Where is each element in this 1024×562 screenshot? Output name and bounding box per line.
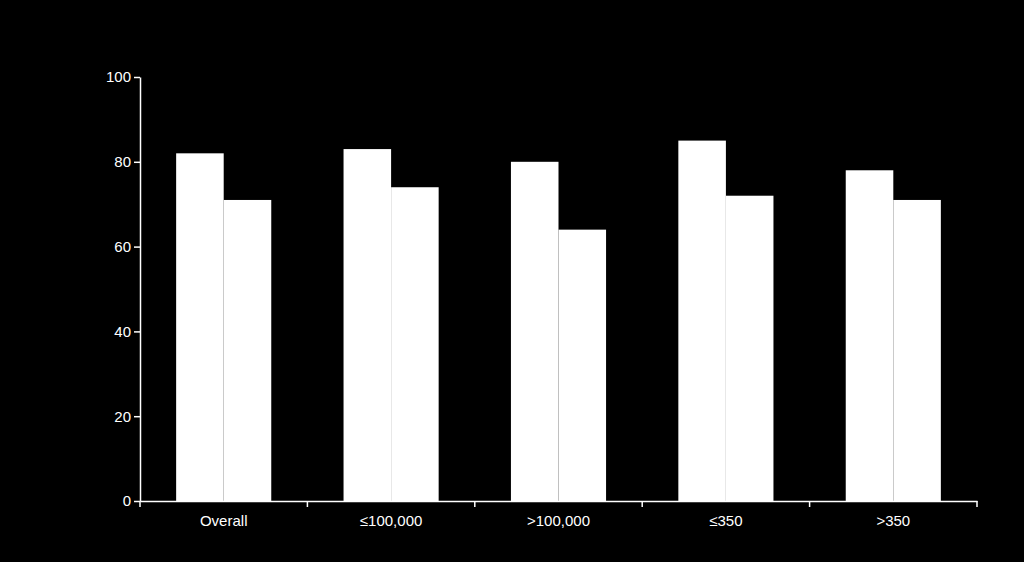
bar bbox=[224, 200, 272, 501]
bar bbox=[344, 149, 392, 501]
y-tick: 0 bbox=[123, 492, 140, 509]
series bbox=[224, 187, 941, 501]
bar bbox=[559, 230, 607, 501]
x-tick: Overall bbox=[200, 501, 248, 529]
x-tick-label: Overall bbox=[200, 512, 248, 529]
y-tick-label: 0 bbox=[123, 492, 131, 509]
plot: 0 20 40 60 80 100 Overall ≤100,000 >100,000 ≤350 >… bbox=[106, 68, 978, 528]
separator bbox=[474, 501, 476, 507]
x-tick-label: >100,000 bbox=[527, 512, 590, 529]
bar bbox=[176, 153, 224, 501]
separator bbox=[976, 501, 978, 507]
x-axis: Overall ≤100,000 >100,000 ≤350 >350 bbox=[140, 501, 978, 529]
y-axis-line bbox=[140, 78, 142, 502]
separator bbox=[307, 501, 309, 507]
category-separators bbox=[140, 501, 977, 507]
y-tick-label: 60 bbox=[114, 238, 131, 255]
separator bbox=[139, 501, 141, 507]
separator bbox=[809, 501, 811, 507]
y-tick: 100 bbox=[106, 68, 140, 85]
y-tick: 60 bbox=[114, 238, 140, 255]
x-tick: ≤350 bbox=[709, 501, 742, 529]
y-tick-mark bbox=[134, 246, 140, 248]
bars bbox=[176, 141, 941, 501]
y-tick-label: 100 bbox=[106, 68, 131, 85]
y-tick-label: 80 bbox=[114, 153, 131, 170]
bar bbox=[511, 162, 559, 501]
bar bbox=[893, 200, 941, 501]
x-axis-line bbox=[141, 501, 978, 503]
x-tick: >100,000 bbox=[527, 501, 590, 529]
y-tick-mark bbox=[134, 331, 140, 333]
series bbox=[176, 141, 893, 501]
x-tick: >350 bbox=[876, 501, 910, 529]
y-tick-label: 40 bbox=[114, 323, 131, 340]
y-tick: 40 bbox=[114, 323, 140, 340]
bar bbox=[846, 170, 894, 501]
x-tick-label: ≤350 bbox=[709, 512, 742, 529]
chart: 0 20 40 60 80 100 Overall ≤100,000 >100,000 ≤350 >… bbox=[0, 0, 1024, 562]
y-tick: 20 bbox=[114, 408, 140, 425]
y-tick-label: 20 bbox=[114, 408, 131, 425]
y-axis: 0 20 40 60 80 100 bbox=[106, 68, 141, 509]
y-tick-mark bbox=[134, 77, 140, 79]
x-tick-label: >350 bbox=[876, 512, 910, 529]
bar bbox=[726, 196, 774, 501]
y-tick-mark bbox=[134, 162, 140, 164]
y-tick-mark bbox=[134, 501, 140, 503]
y-tick-mark bbox=[134, 416, 140, 418]
bar bbox=[678, 141, 726, 501]
separator bbox=[641, 501, 643, 507]
y-tick: 80 bbox=[114, 153, 140, 170]
bar bbox=[391, 187, 439, 501]
x-tick: ≤100,000 bbox=[360, 501, 422, 529]
x-tick-label: ≤100,000 bbox=[360, 512, 422, 529]
